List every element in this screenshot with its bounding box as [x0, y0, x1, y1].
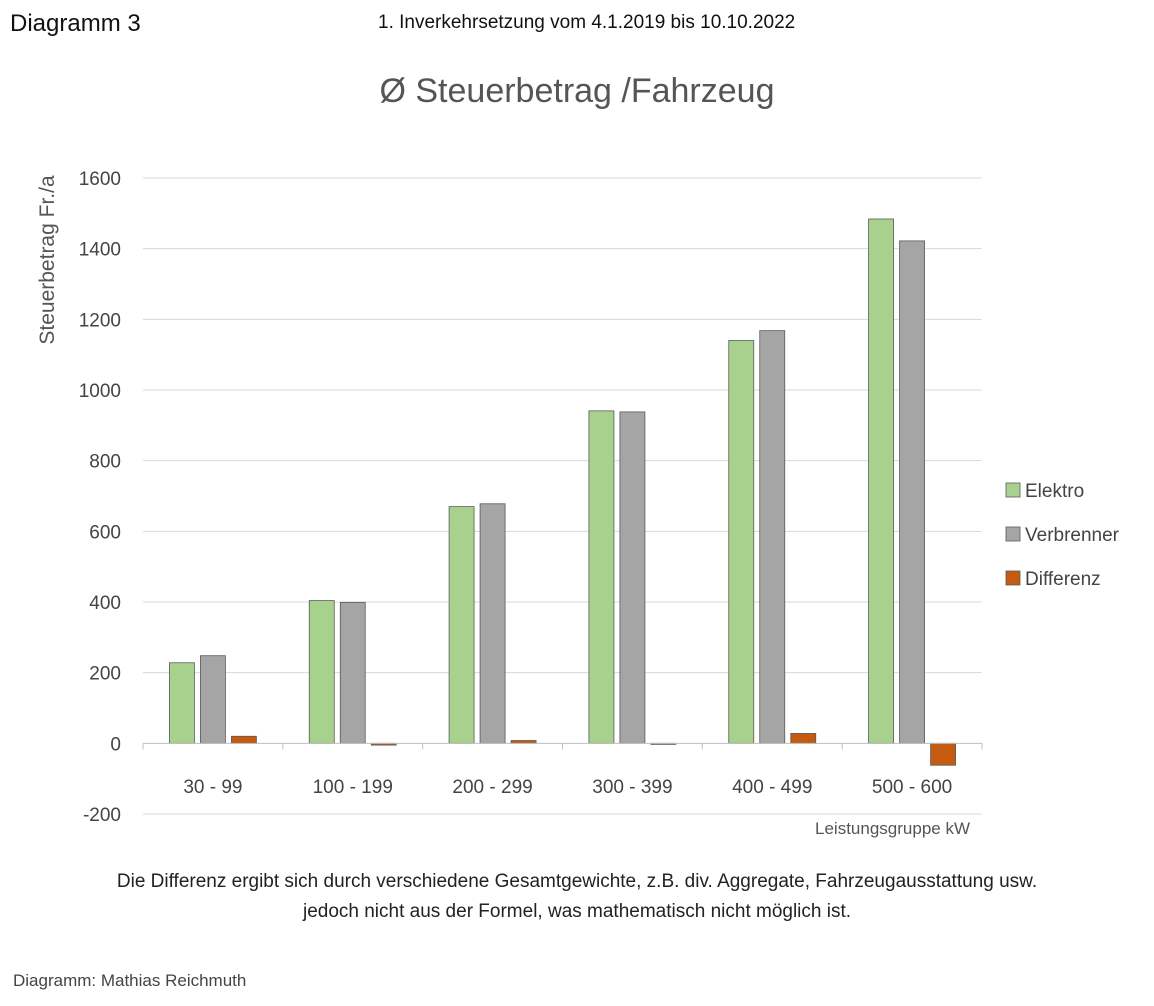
- y-tick-label: 1200: [79, 310, 121, 331]
- legend-label: Verbrenner: [1025, 525, 1120, 546]
- bar-differenz: [790, 733, 817, 744]
- gridlines: [143, 177, 982, 815]
- period-subtitle: 1. Inverkehrsetzung vom 4.1.2019 bis 10.…: [378, 12, 796, 33]
- y-tick-label: 1400: [79, 240, 121, 261]
- bar-elektro: [308, 600, 335, 744]
- bar-elektro: [728, 340, 755, 744]
- y-tick-label: 0: [110, 734, 121, 755]
- bar-verbrenner: [899, 240, 925, 744]
- legend: Elektro Verbrenner Differenz: [1005, 481, 1120, 590]
- bar-elektro: [169, 662, 195, 744]
- bar-elektro: [868, 218, 894, 744]
- x-tick-label: 100 - 199: [313, 777, 393, 798]
- y-axis-ticks: -200 0 200 400 600 800 1000 1200 1400 1600: [79, 169, 121, 826]
- bar-elektro: [448, 506, 475, 744]
- y-axis-label: Steuerbetrag Fr./a: [36, 175, 59, 345]
- bar-verbrenner: [339, 601, 366, 744]
- x-tick-label: 30 - 99: [183, 777, 242, 798]
- x-axis-label: Leistungsgruppe kW: [815, 819, 970, 838]
- bar-verbrenner: [479, 503, 506, 744]
- x-tick-label: 500 - 600: [872, 777, 952, 798]
- legend-label: Differenz: [1025, 569, 1101, 590]
- diagram-label: Diagramm 3: [10, 10, 141, 37]
- legend-swatch: [1005, 526, 1021, 542]
- y-tick-label: 800: [89, 452, 121, 473]
- y-tick-label: 1000: [79, 381, 121, 402]
- credit: Diagramm: Mathias Reichmuth: [13, 971, 247, 990]
- bar-verbrenner: [619, 411, 646, 744]
- x-tick-label: 200 - 299: [452, 777, 532, 798]
- chart-title: Ø Steuerbetrag /Fahrzeug: [379, 72, 775, 110]
- y-tick-label: -200: [83, 805, 121, 826]
- bar-differenz: [930, 742, 956, 766]
- footnote-line-2: jedoch nicht aus der Formel, was mathema…: [302, 901, 852, 922]
- y-tick-label: 400: [89, 593, 121, 614]
- bar-differenz: [231, 735, 257, 744]
- bar-verbrenner: [200, 655, 226, 744]
- x-tick-label: 400 - 499: [732, 777, 812, 798]
- legend-label: Elektro: [1025, 481, 1084, 502]
- bar-verbrenner: [759, 330, 786, 744]
- y-tick-label: 200: [89, 664, 121, 685]
- x-axis: [142, 742, 983, 750]
- footnote-line-1: Die Differenz ergibt sich durch verschie…: [116, 871, 1038, 892]
- legend-swatch: [1005, 570, 1021, 586]
- x-axis-ticks: 30 - 99 100 - 199 200 - 299 300 - 399 400 - …: [183, 777, 952, 798]
- x-tick-label: 300 - 399: [592, 777, 672, 798]
- legend-swatch: [1005, 482, 1021, 498]
- bars: [169, 218, 956, 766]
- y-tick-label: 600: [89, 522, 121, 543]
- y-tick-label: 1600: [79, 169, 121, 190]
- bar-chart: -200 0 200 400 600 800 1000 1200 1400 1600 30 - 9…: [36, 169, 1120, 838]
- bar-elektro: [588, 410, 615, 744]
